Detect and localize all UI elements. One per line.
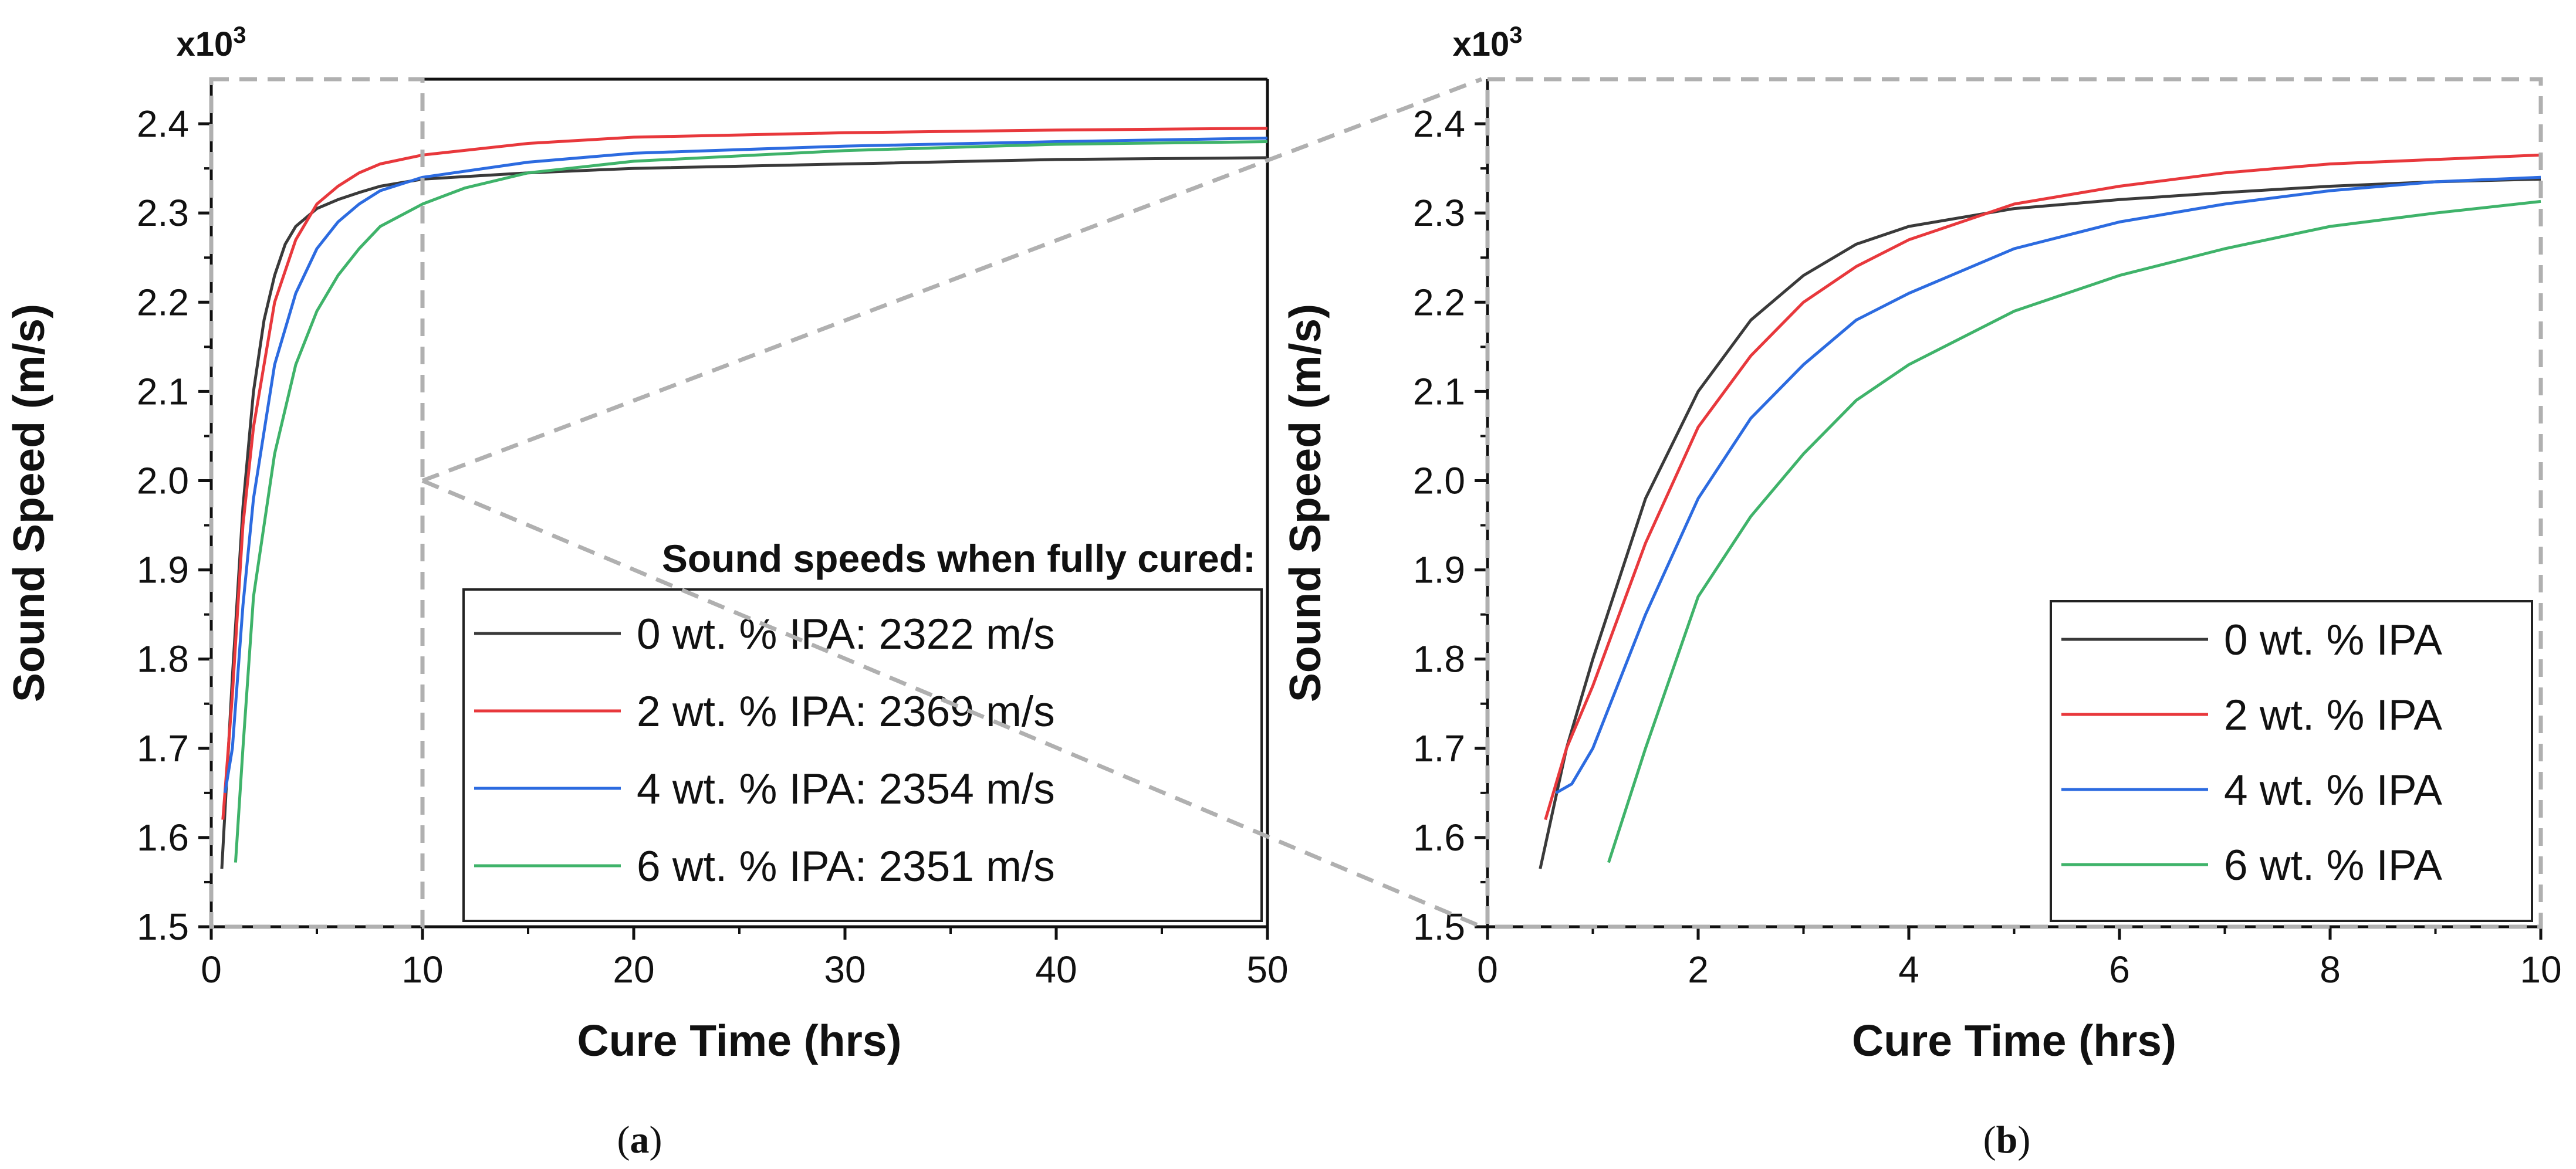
legend-title: Sound speeds when fully cured: — [662, 537, 1256, 580]
y-tick-label: 1.9 — [137, 549, 189, 591]
x-tick-label: 0 — [201, 948, 222, 991]
x-tick-label: 2 — [1688, 948, 1709, 991]
series-line-4-wt-ipa — [1555, 175, 2541, 794]
legend-entry-label: 2 wt. % IPA: 2369 m/s — [637, 688, 1055, 736]
legend-entry-label: 4 wt. % IPA: 2354 m/s — [637, 765, 1055, 813]
zoom-connector-lines — [421, 77, 2543, 929]
panel-b-chart: 0 2 4 6 8 10 1.5 1.6 1.7 1.8 1.9 2.0 2.1 2.2 2.3 2.4 x10… — [1280, 22, 2562, 1065]
legend-entry-label: 4 wt. % IPA — [2224, 767, 2442, 814]
legend-entry-label: 0 wt. % IPA: 2322 m/s — [637, 611, 1055, 658]
zoom-connector-top — [421, 77, 1483, 483]
y-tick-label: 2.1 — [137, 370, 189, 412]
x-tick-label: 50 — [1246, 948, 1288, 991]
y-tick-label: 1.8 — [1413, 638, 1465, 680]
y-tick-label: 2.4 — [137, 103, 189, 145]
y-tick-label: 1.7 — [137, 727, 189, 770]
y-tick-label: 1.9 — [1413, 549, 1465, 591]
panel-a-chart: 0 10 20 30 40 50 1.5 1.6 1.7 1.8 1.9 2.0 2.1 2.2 2.3 2.… — [4, 22, 1289, 1065]
legend-entry-label: 0 wt. % IPA — [2224, 616, 2442, 664]
y-tick-label: 2.0 — [137, 459, 189, 502]
y-tick-label: 1.5 — [1413, 906, 1465, 948]
series-line-2-wt-ipa — [1544, 153, 2541, 821]
y-tick-label: 2.1 — [1413, 370, 1465, 412]
series-line-0-wt-ipa — [1539, 177, 2541, 869]
x-tick-label: 10 — [401, 948, 443, 991]
y-tick-label: 1.7 — [1413, 727, 1465, 770]
x-tick-label: 10 — [2520, 948, 2561, 991]
legend-entry-label: 6 wt. % IPA: 2351 m/s — [637, 843, 1055, 890]
x-tick-label: 20 — [613, 948, 654, 991]
y-tick-label: 1.6 — [1413, 816, 1465, 859]
panel-b-caption: (b) — [1983, 1119, 2031, 1161]
x-tick-label: 0 — [1477, 948, 1498, 991]
y-tick-label: 1.5 — [137, 906, 189, 948]
x-tick-label: 8 — [2320, 948, 2341, 991]
y-tick-label: 1.6 — [137, 816, 189, 859]
y-tick-label: 2.4 — [1413, 103, 1465, 145]
zoom-connector-bottom — [421, 479, 1483, 929]
legend-entry-label: 2 wt. % IPA — [2224, 692, 2442, 739]
x-tick-label: 6 — [2109, 948, 2130, 991]
legend-box — [2050, 600, 2533, 922]
x-tick-label: 40 — [1035, 948, 1077, 991]
x-tick-label: 30 — [824, 948, 866, 991]
panel-a-caption: (a) — [617, 1119, 662, 1161]
y-tick-label: 2.3 — [1413, 192, 1465, 234]
series-line-6-wt-ipa — [1607, 199, 2541, 863]
y-multiplier-label: x103 — [1452, 22, 1522, 63]
series-line-4-wt-ipa — [223, 136, 1268, 794]
y-tick-label: 2.0 — [1413, 459, 1465, 502]
x-axis-title: Cure Time (hrs) — [577, 1016, 902, 1065]
y-multiplier-label: x103 — [176, 22, 246, 63]
y-tick-label: 1.8 — [137, 638, 189, 680]
y-tick-label: 2.2 — [137, 281, 189, 323]
panel-b-dashed-frame — [1485, 77, 2543, 929]
y-axis-title: Sound Speed (m/s) — [4, 304, 53, 702]
y-tick-label: 2.2 — [1413, 281, 1465, 323]
y-axis-title: Sound Speed (m/s) — [1280, 304, 1330, 702]
series-line-0-wt-ipa — [220, 156, 1268, 869]
x-tick-label: 4 — [1898, 948, 1919, 991]
x-axis-title: Cure Time (hrs) — [1852, 1016, 2176, 1065]
zoom-region-box — [209, 77, 425, 929]
series-line-6-wt-ipa — [234, 140, 1268, 863]
series-line-2-wt-ipa — [221, 127, 1268, 820]
y-tick-label: 2.3 — [137, 192, 189, 234]
legend-entry-label: 6 wt. % IPA — [2224, 842, 2442, 889]
